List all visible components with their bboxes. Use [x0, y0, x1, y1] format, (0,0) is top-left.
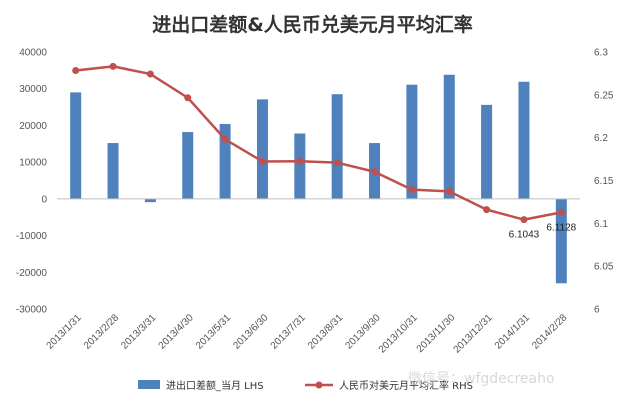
- line-point: [371, 168, 379, 176]
- line-point: [146, 70, 154, 78]
- line-point: [408, 186, 416, 194]
- line-point: [184, 94, 192, 102]
- right-axis-ticks: 6.3 6.25 6.2 6.15 6.1 6.05 6: [594, 48, 614, 316]
- x-tick-label: 2013/6/30: [231, 312, 271, 352]
- right-tick-label: 6.3: [594, 48, 608, 59]
- bar: [144, 198, 156, 203]
- bar: [219, 123, 231, 199]
- right-tick-label: 6.15: [594, 176, 614, 187]
- bars-layer: [70, 74, 567, 284]
- right-tick-label: 6.2: [594, 133, 608, 144]
- line-point: [258, 157, 266, 165]
- left-axis-ticks: 40000 30000 20000 10000 0 -10000 -20000 -30000: [16, 48, 48, 316]
- line-point: [445, 187, 453, 195]
- right-tick-label: 6.25: [594, 90, 614, 101]
- bar: [331, 94, 343, 199]
- bar: [406, 84, 418, 199]
- legend-line-label: 人民币对美元月平均汇率 RHS: [339, 379, 473, 392]
- x-tick-label: 2013/5/31: [194, 312, 234, 352]
- bar: [555, 198, 567, 284]
- bar: [70, 92, 82, 199]
- left-tick-label: 10000: [19, 158, 47, 169]
- legend-bar-swatch: [138, 380, 160, 389]
- left-tick-label: -30000: [16, 305, 48, 316]
- data-label: 6.1043: [509, 230, 540, 241]
- line-point: [333, 159, 341, 167]
- legend: 进出口差额_当月 LHS 人民币对美元月平均汇率 RHS: [138, 379, 473, 392]
- right-tick-label: 6: [594, 305, 600, 316]
- x-tick-label: 2013/4/30: [157, 312, 197, 352]
- x-tick-label: 2013/2/28: [82, 312, 122, 352]
- x-axis-ticks: 2013/1/312013/2/282013/3/312013/4/302013…: [45, 312, 570, 355]
- x-tick-label: 2014/2/28: [530, 312, 570, 352]
- legend-bar-label: 进出口差额_当月 LHS: [166, 379, 264, 392]
- left-tick-label: -20000: [16, 268, 48, 279]
- left-tick-label: -10000: [16, 231, 48, 242]
- left-tick-label: 20000: [19, 121, 47, 132]
- bar: [182, 132, 194, 199]
- chart-title: 进出口差额&人民币兑美元月平均汇率: [152, 14, 473, 36]
- x-tick-label: 2013/9/30: [343, 312, 383, 352]
- x-tick-label: 2013/8/31: [306, 312, 346, 352]
- line-point: [520, 216, 528, 224]
- legend-line-marker: [315, 381, 323, 389]
- bar: [481, 104, 493, 199]
- bar: [443, 74, 455, 199]
- x-tick-label: 2014/1/31: [493, 312, 533, 352]
- line-point: [296, 157, 304, 165]
- data-labels-layer: 6.1043 6.1128: [509, 222, 577, 240]
- data-label: 6.1128: [546, 222, 576, 233]
- x-tick-label: 2013/10/31: [377, 312, 420, 355]
- left-tick-label: 0: [41, 194, 47, 205]
- series-line-exchange-rate: [75, 65, 562, 221]
- bar: [518, 81, 530, 199]
- x-tick-label: 2013/7/31: [269, 312, 309, 352]
- line-point: [557, 208, 565, 216]
- line-point: [483, 206, 491, 214]
- bar: [107, 143, 119, 199]
- watermark: 微信号：wfgdecreaho: [408, 371, 555, 387]
- x-tick-label: 2013/3/31: [119, 312, 159, 352]
- left-tick-label: 40000: [19, 48, 47, 59]
- right-tick-label: 6.05: [594, 262, 614, 273]
- line-layer: [72, 62, 565, 224]
- line-point: [109, 62, 117, 70]
- x-tick-label: 2013/12/31: [452, 312, 495, 355]
- right-tick-label: 6.1: [594, 219, 608, 230]
- line-point: [221, 135, 229, 143]
- left-tick-label: 30000: [19, 84, 47, 95]
- x-tick-label: 2013/1/31: [45, 312, 85, 352]
- bar: [294, 133, 306, 199]
- bar: [256, 99, 268, 199]
- line-point: [72, 67, 80, 74]
